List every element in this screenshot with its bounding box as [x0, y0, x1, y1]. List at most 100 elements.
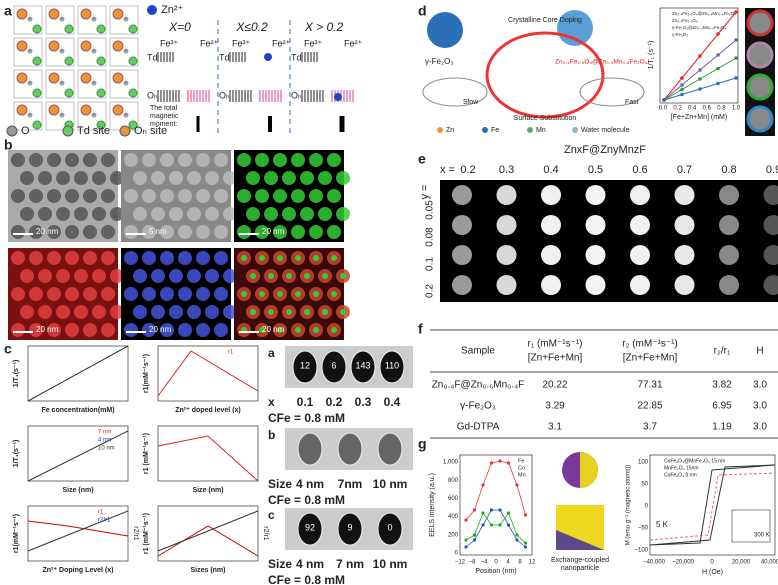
- micrograph: [121, 150, 231, 242]
- phantom-tube: [337, 432, 363, 466]
- text: Crystalline Core Doping: [508, 17, 582, 24]
- particle-core: [313, 255, 319, 261]
- sub-label: c: [268, 508, 275, 522]
- particle: [264, 171, 278, 185]
- micrograph: [8, 248, 118, 340]
- tick-label: 40,000: [761, 560, 778, 566]
- mri-spot: [763, 185, 778, 205]
- o-site: [59, 16, 65, 22]
- plot-point: [464, 538, 468, 542]
- note: moment:: [150, 121, 177, 128]
- mri-spot: [630, 275, 650, 295]
- crystal-cell: [45, 37, 75, 67]
- legend-label: Td site: [77, 125, 110, 137]
- particle: [309, 153, 323, 167]
- particle: [83, 225, 97, 239]
- particle: [273, 225, 287, 239]
- text: Fast: [625, 99, 639, 106]
- td-site: [128, 88, 138, 98]
- panel-label: b: [4, 137, 13, 153]
- plot-point: [698, 87, 702, 91]
- particle-core: [331, 327, 337, 333]
- particle: [56, 207, 70, 221]
- particle: [124, 287, 138, 301]
- legend-label: Fe: [491, 127, 499, 134]
- sphere: [557, 10, 593, 46]
- mri-spot: [630, 245, 650, 265]
- table-cell: 6.95: [712, 401, 732, 412]
- scale-label: 20 nm: [36, 227, 59, 236]
- axis-label: Size: [268, 557, 292, 571]
- plot-point: [506, 523, 511, 527]
- particle: [92, 171, 106, 185]
- plot-point: [734, 56, 738, 60]
- axis-label: r1(mM⁻¹s⁻¹): [13, 514, 20, 553]
- legend-label: O: [21, 125, 30, 137]
- particle-core: [313, 291, 319, 297]
- legend-label: γ-Fe₂O₃: [672, 32, 688, 37]
- plot-line: [157, 510, 259, 552]
- crystal-cell: [77, 101, 107, 131]
- mri-spot: [630, 215, 650, 235]
- o-site: [59, 80, 65, 86]
- column-header: Sample: [461, 346, 495, 357]
- particle: [101, 251, 115, 265]
- particle: [214, 225, 228, 239]
- particle-core: [304, 273, 310, 279]
- td-site: [128, 56, 138, 66]
- table-cell: Zn₀.₄F@Zn₀.₆Mn₀.₄F: [432, 380, 525, 391]
- particle: [246, 171, 260, 185]
- particle: [327, 153, 341, 167]
- row-label: 0.08: [425, 227, 436, 247]
- crystal-cell: [109, 69, 139, 99]
- particle: [160, 153, 174, 167]
- particle: [151, 171, 165, 185]
- particle: [178, 153, 192, 167]
- case-title: X > 0.2: [304, 20, 344, 34]
- plot-point: [662, 98, 666, 102]
- particle: [151, 269, 165, 283]
- o-site: [123, 16, 129, 22]
- tick-label: −4: [481, 560, 489, 566]
- plot-frame: [157, 345, 259, 402]
- particle: [309, 189, 323, 203]
- table-cell: 3.0: [753, 380, 767, 391]
- particle: [327, 189, 341, 203]
- oh-site: [112, 40, 124, 52]
- legend-marker: [119, 125, 131, 137]
- particle: [29, 225, 43, 239]
- particle: [160, 251, 174, 265]
- sub-label: a: [268, 346, 275, 360]
- tick-label: 0: [645, 504, 649, 510]
- particle: [124, 323, 138, 337]
- plot-point: [680, 92, 684, 97]
- plot-frame: [27, 505, 129, 562]
- particle: [255, 189, 269, 203]
- particle: [196, 251, 210, 265]
- zn-dot: [264, 53, 272, 61]
- axis-label: 1/T₁ (s⁻¹): [648, 41, 655, 70]
- particle: [11, 189, 25, 203]
- td-site: [32, 88, 42, 98]
- plot-line: [465, 512, 526, 544]
- concentration: CFe = 0.8 mM: [268, 573, 345, 585]
- particle: [124, 153, 138, 167]
- tick-label: 200: [448, 532, 459, 538]
- scale-label: 20 nm: [262, 227, 285, 236]
- plot-point: [515, 533, 519, 537]
- legend-marker: [6, 125, 18, 137]
- crystal-cell: [13, 5, 43, 35]
- plot-line: [465, 509, 526, 548]
- tick-label: 0.3: [355, 395, 372, 409]
- particle: [169, 171, 183, 185]
- row-label: 0.05: [425, 200, 436, 220]
- tick-label: 1.0: [732, 106, 741, 112]
- td-site: [32, 56, 42, 66]
- tick-label: 10 nm: [373, 477, 408, 491]
- panel-label: d: [418, 3, 427, 19]
- tick-label: −50: [638, 526, 649, 532]
- particle: [83, 153, 97, 167]
- column-header: r₂ (mM⁻¹s⁻¹): [622, 339, 678, 350]
- plot-point: [515, 538, 519, 542]
- o-site: [91, 112, 97, 118]
